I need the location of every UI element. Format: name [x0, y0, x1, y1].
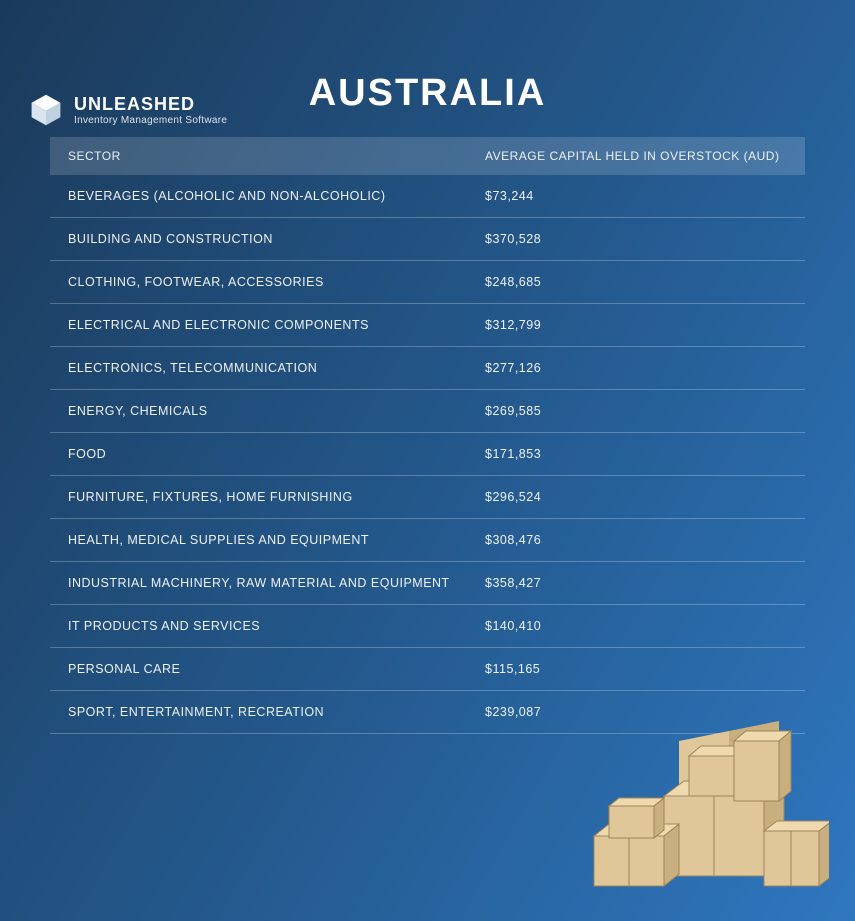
table-row: FURNITURE, FIXTURES, HOME FURNISHING$296…	[50, 476, 805, 519]
cell-sector: CLOTHING, FOOTWEAR, ACCESSORIES	[68, 275, 485, 289]
cell-value: $248,685	[485, 275, 787, 289]
cell-sector: BUILDING AND CONSTRUCTION	[68, 232, 485, 246]
column-value: AVERAGE CAPITAL HELD IN OVERSTOCK (AUD)	[485, 149, 787, 163]
cell-sector: HEALTH, MEDICAL SUPPLIES AND EQUIPMENT	[68, 533, 485, 547]
cell-value: $370,528	[485, 232, 787, 246]
table-row: IT PRODUCTS AND SERVICES$140,410	[50, 605, 805, 648]
cell-value: $277,126	[485, 361, 787, 375]
brand-logo: UNLEASHED Inventory Management Software	[28, 92, 227, 128]
table-row: ELECTRICAL AND ELECTRONIC COMPONENTS$312…	[50, 304, 805, 347]
cell-value: $140,410	[485, 619, 787, 633]
brand-tagline: Inventory Management Software	[74, 115, 227, 126]
table-row: CLOTHING, FOOTWEAR, ACCESSORIES$248,685	[50, 261, 805, 304]
boxes-illustration	[579, 701, 829, 901]
cell-sector: ENERGY, CHEMICALS	[68, 404, 485, 418]
cube-icon	[28, 92, 64, 128]
cell-sector: FURNITURE, FIXTURES, HOME FURNISHING	[68, 490, 485, 504]
table-header: SECTOR AVERAGE CAPITAL HELD IN OVERSTOCK…	[50, 137, 805, 175]
cell-value: $308,476	[485, 533, 787, 547]
cell-sector: ELECTRONICS, TELECOMMUNICATION	[68, 361, 485, 375]
cell-sector: FOOD	[68, 447, 485, 461]
cell-sector: BEVERAGES (ALCOHOLIC AND NON-ALCOHOLIC)	[68, 189, 485, 203]
cell-sector: INDUSTRIAL MACHINERY, RAW MATERIAL AND E…	[68, 576, 485, 590]
table-row: PERSONAL CARE$115,165	[50, 648, 805, 691]
overstock-table: SECTOR AVERAGE CAPITAL HELD IN OVERSTOCK…	[50, 137, 805, 734]
cell-value: $73,244	[485, 189, 787, 203]
cell-sector: SPORT, ENTERTAINMENT, RECREATION	[68, 705, 485, 719]
cell-value: $171,853	[485, 447, 787, 461]
table-body: BEVERAGES (ALCOHOLIC AND NON-ALCOHOLIC)$…	[50, 175, 805, 734]
cell-sector: PERSONAL CARE	[68, 662, 485, 676]
cell-value: $296,524	[485, 490, 787, 504]
brand-name: UNLEASHED	[74, 94, 227, 115]
table-row: INDUSTRIAL MACHINERY, RAW MATERIAL AND E…	[50, 562, 805, 605]
table-row: BEVERAGES (ALCOHOLIC AND NON-ALCOHOLIC)$…	[50, 175, 805, 218]
cell-value: $269,585	[485, 404, 787, 418]
cell-value: $115,165	[485, 662, 787, 676]
column-sector: SECTOR	[68, 149, 485, 163]
cell-sector: IT PRODUCTS AND SERVICES	[68, 619, 485, 633]
cell-sector: ELECTRICAL AND ELECTRONIC COMPONENTS	[68, 318, 485, 332]
table-row: ENERGY, CHEMICALS$269,585	[50, 390, 805, 433]
cell-value: $312,799	[485, 318, 787, 332]
cell-value: $358,427	[485, 576, 787, 590]
table-row: FOOD$171,853	[50, 433, 805, 476]
table-row: HEALTH, MEDICAL SUPPLIES AND EQUIPMENT$3…	[50, 519, 805, 562]
table-row: ELECTRONICS, TELECOMMUNICATION$277,126	[50, 347, 805, 390]
table-row: BUILDING AND CONSTRUCTION$370,528	[50, 218, 805, 261]
